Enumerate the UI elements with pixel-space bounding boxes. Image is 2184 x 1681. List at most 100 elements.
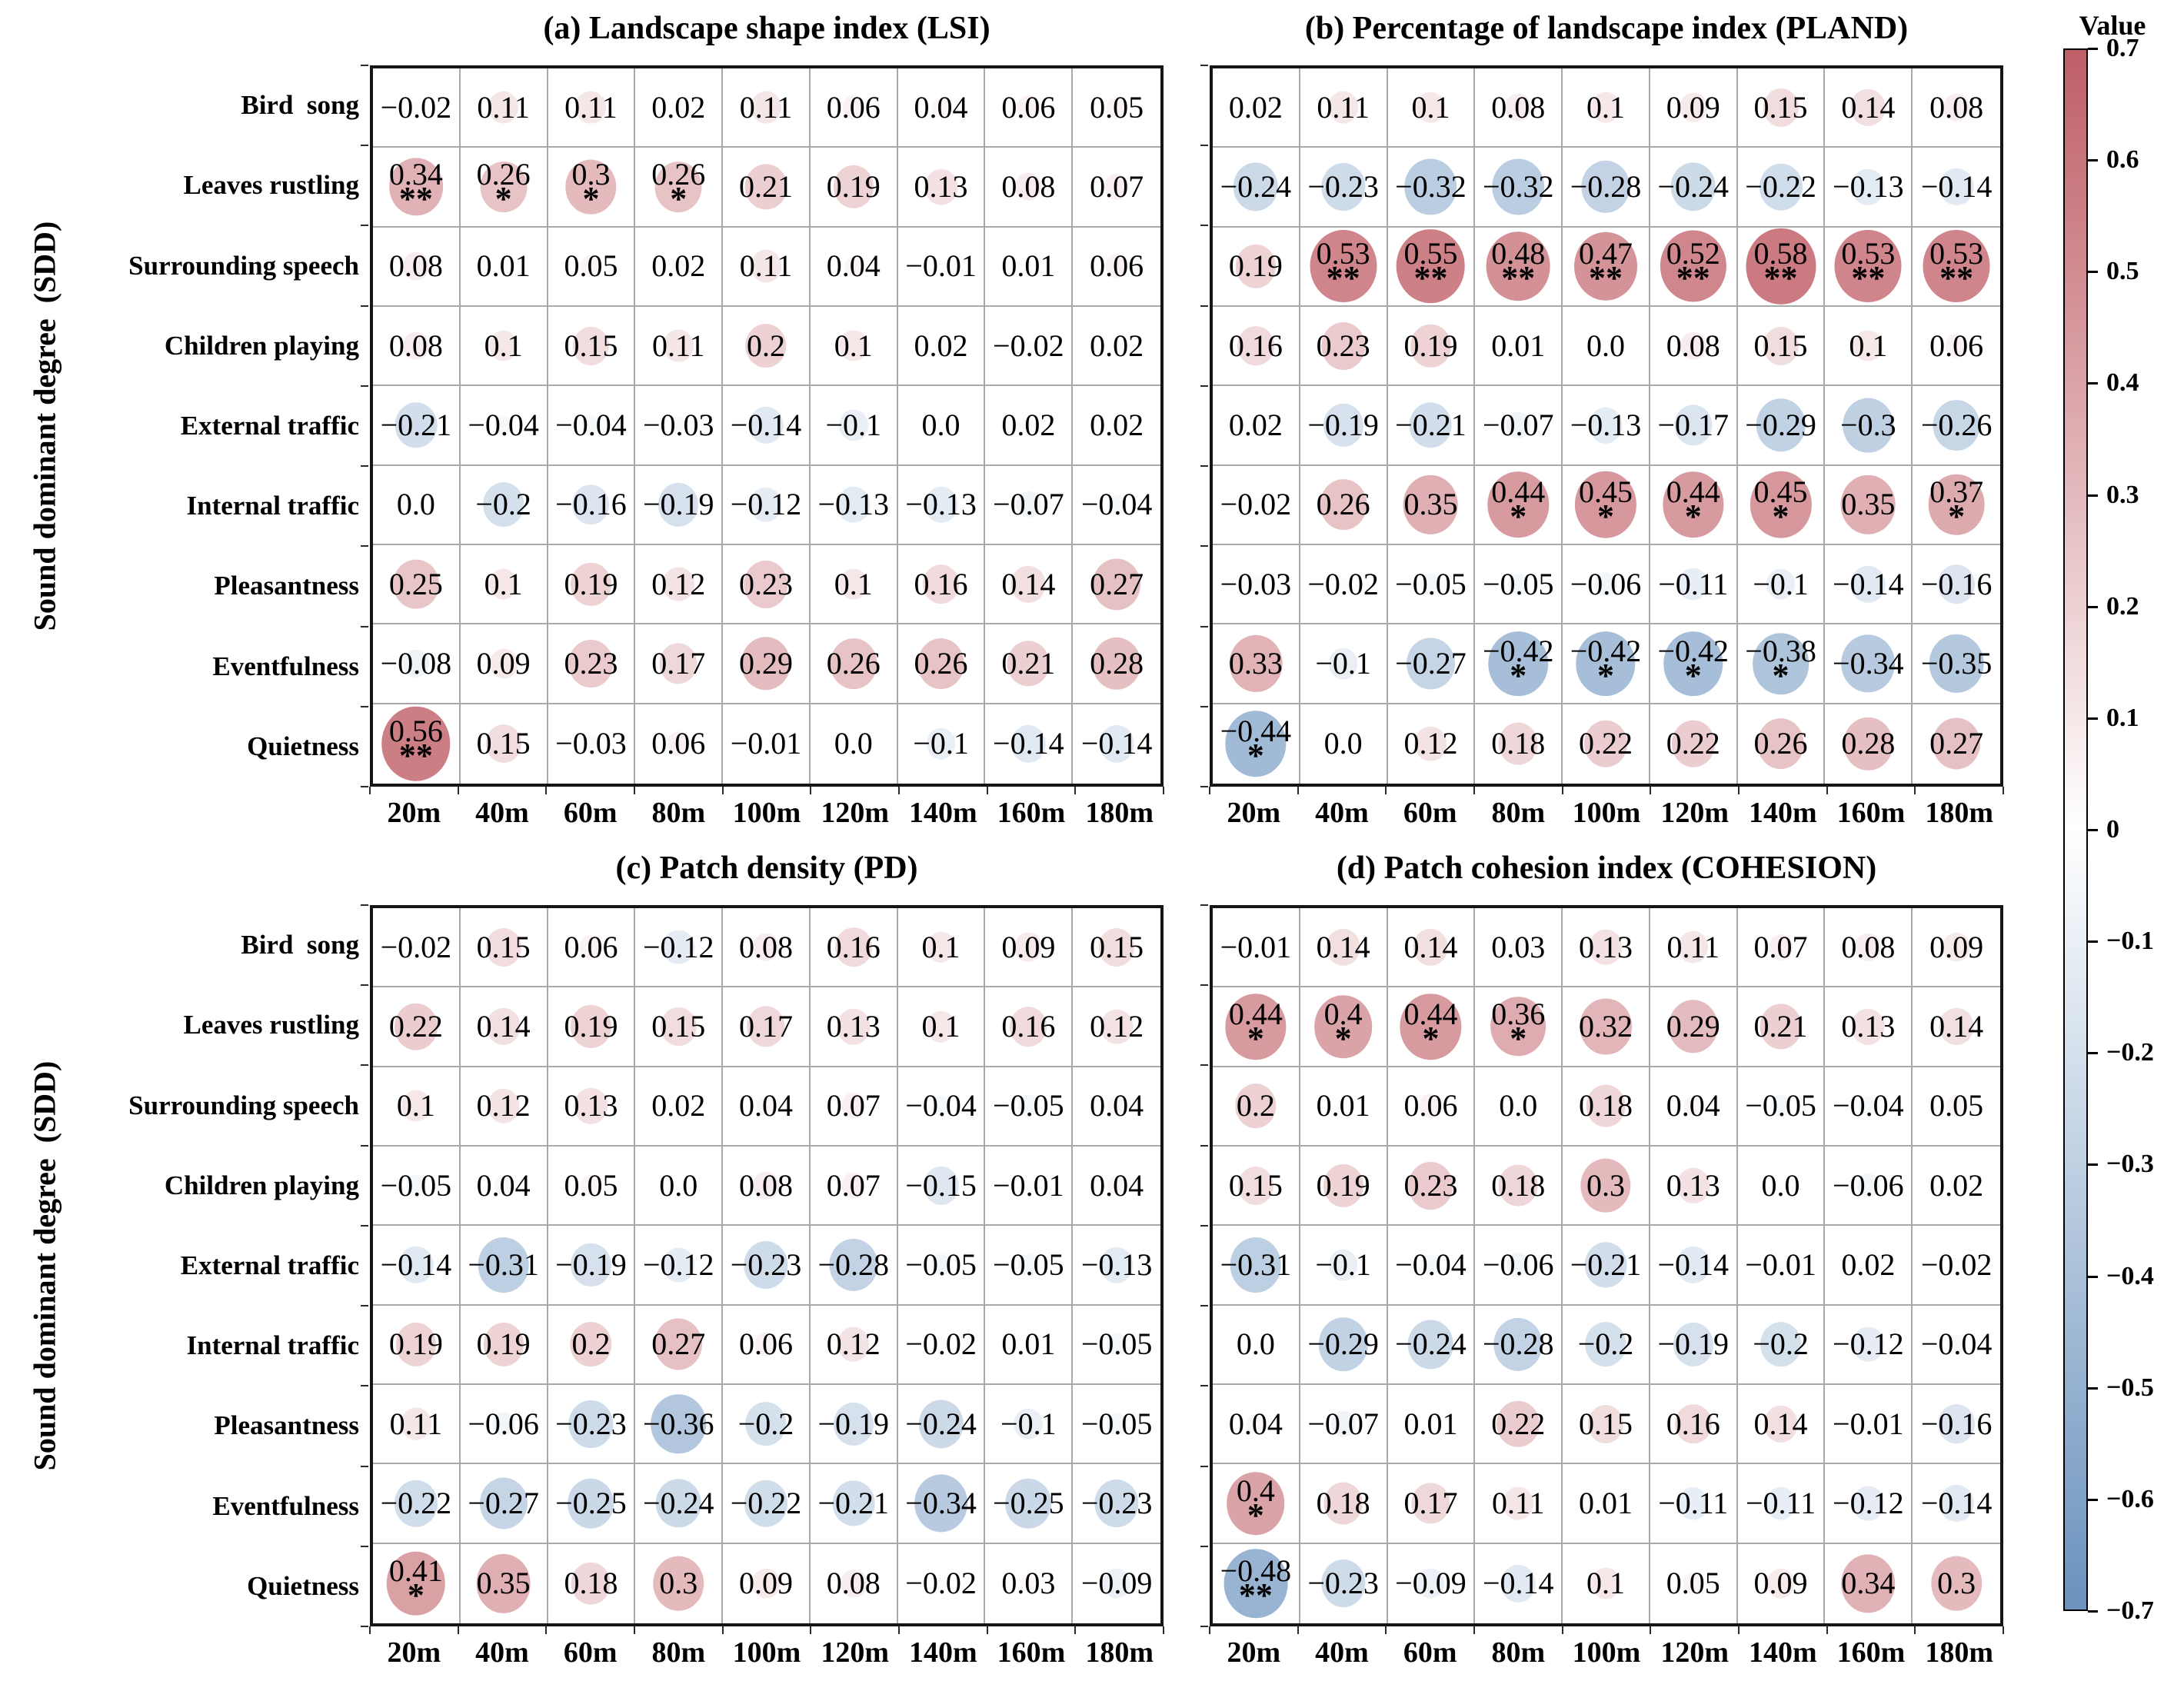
y-axis-tick: [1200, 1545, 1208, 1547]
cell-value: −0.2: [737, 1406, 794, 1441]
cell-content: −0.11: [1746, 1485, 1816, 1520]
colorbar-tick-label: −0.5: [2106, 1373, 2154, 1402]
significance-stars: *: [1510, 498, 1527, 536]
matrix-cell: −0.13: [1073, 1226, 1160, 1306]
y-axis-tick: [361, 786, 368, 787]
correlation-bubble: [575, 91, 607, 125]
x-axis-tick: [1473, 1626, 1475, 1634]
correlation-bubble: [832, 1480, 875, 1526]
cell-content: 0.18: [1491, 1170, 1545, 1201]
cell-content: −0.24: [905, 1408, 977, 1440]
cell-content: 0.15: [1090, 931, 1144, 963]
correlation-bubble: [1855, 933, 1882, 961]
cell-value: 0.37: [1929, 474, 1984, 510]
matrix-cell: 0.08: [723, 908, 811, 988]
correlation-bubble: [1674, 404, 1713, 446]
x-tick-label: 40m: [475, 1636, 529, 1669]
cell-content: 0.25: [388, 566, 443, 601]
cell-value: 0.1: [834, 328, 873, 363]
correlation-bubble: [833, 165, 874, 209]
cell-value: 0.23: [738, 566, 793, 601]
cell-value: −0.21: [1570, 1247, 1642, 1282]
cell-content: 0.11: [1491, 1485, 1545, 1520]
matrix-cell: −0.02: [1913, 1226, 2000, 1306]
correlation-bubble: [1098, 927, 1135, 967]
cell-value: −0.06: [1833, 1167, 1904, 1203]
cell-value: 0.14: [1403, 929, 1458, 964]
x-axis-tick: [1650, 787, 1652, 794]
significance-stars: **: [1939, 259, 1974, 298]
y-axis-tick: [1200, 1465, 1208, 1467]
cell-content: 0.26: [914, 647, 968, 679]
cell-content: 0.08: [1491, 92, 1545, 123]
matrix-cell: 0.29: [723, 624, 811, 704]
cell-value: 0.1: [396, 1088, 435, 1123]
row-label: Pleasantness: [214, 1410, 359, 1441]
significance-stars: *: [1510, 656, 1527, 694]
significance-stars: *: [1596, 656, 1614, 694]
cell-value: 0.02: [1090, 407, 1144, 442]
cell-content: −0.03: [555, 728, 627, 759]
colorbar-tick: [2088, 717, 2098, 720]
cell-content: 0.02: [651, 1090, 705, 1121]
correlation-bubble: [381, 707, 451, 781]
correlation-bubble: [1506, 1253, 1530, 1277]
row-label: Leaves rustling: [183, 1010, 359, 1040]
cell-value: 0.12: [1403, 726, 1458, 761]
correlation-bubble: [389, 158, 443, 216]
cell-value: 0.0: [1761, 1167, 1800, 1203]
matrix-cell: 0.03: [1475, 908, 1563, 988]
correlation-bubble: [1581, 160, 1630, 214]
cell-content: −0.09: [1081, 1568, 1153, 1599]
correlation-bubble: [1017, 1253, 1039, 1277]
cell-content: 0.23: [1403, 1170, 1457, 1201]
cell-content: −0.14: [381, 1249, 452, 1280]
cell-content: 0.1: [484, 568, 523, 600]
correlation-bubble: [1671, 721, 1715, 767]
row-label: Internal traffic: [186, 491, 359, 521]
matrix-cell: 0.11: [460, 68, 548, 148]
cell-value: 0.05: [564, 1167, 618, 1203]
cell-value: −0.11: [1746, 1485, 1816, 1520]
matrix-cell: −0.2: [1563, 1305, 1650, 1385]
cell-value: 0.22: [388, 1008, 443, 1044]
matrix-cell: −0.14: [1825, 545, 1913, 625]
cell-content: 0.08: [389, 251, 443, 281]
correlation-bubble: [1410, 324, 1451, 368]
cell-content: −0.04: [555, 409, 627, 441]
cell-content: 0.02: [1841, 1249, 1895, 1280]
matrix-cell: −0.04: [1825, 1067, 1913, 1147]
correlation-bubble: [581, 255, 601, 278]
y-axis-tick: [361, 625, 368, 627]
cell-content: −0.13: [905, 489, 977, 520]
colorbar-tick-label: 0.5: [2106, 257, 2139, 286]
cell-value: 0.22: [1666, 726, 1720, 761]
cell-value: −0.34: [905, 1485, 977, 1520]
cell-content: −0.15: [905, 1170, 977, 1201]
matrix-cell: −0.16: [548, 465, 636, 545]
cell-content: 0.16: [1666, 1408, 1720, 1440]
cell-value: −0.03: [1220, 566, 1292, 601]
correlation-bubble: [1938, 564, 1976, 604]
cell-content: 0.15: [1754, 330, 1808, 361]
cell-value: −0.24: [1395, 1326, 1467, 1362]
bubble-grid: −0.01 0.14 0.14 0.03 0.13 0.11 0.07 0.08 0.09 0.4…: [1210, 905, 2003, 1626]
cell-value: 0.11: [1491, 1485, 1545, 1520]
matrix-cell: 0.04: [723, 1067, 811, 1147]
correlation-bubble: [1413, 928, 1448, 966]
cell-value: 0.1: [1411, 89, 1450, 125]
correlation-bubble: [1931, 1556, 1982, 1611]
colorbar-tick-label: 0.7: [2106, 34, 2139, 62]
matrix-cell: 0.0: [1563, 307, 1650, 387]
x-tick-label: 40m: [1315, 1636, 1369, 1669]
correlation-bubble: [844, 256, 863, 277]
matrix-cell: 0.14: [1300, 908, 1388, 988]
correlation-bubble: [395, 1323, 436, 1366]
cell-value: 0.25: [388, 566, 443, 601]
cell-value: 0.16: [1228, 328, 1283, 363]
cell-content: 0.14: [477, 1010, 531, 1042]
cell-value: 0.45: [1753, 474, 1808, 510]
cell-content: −0.23: [1307, 1568, 1379, 1599]
cell-content: 0.08: [739, 1170, 793, 1201]
